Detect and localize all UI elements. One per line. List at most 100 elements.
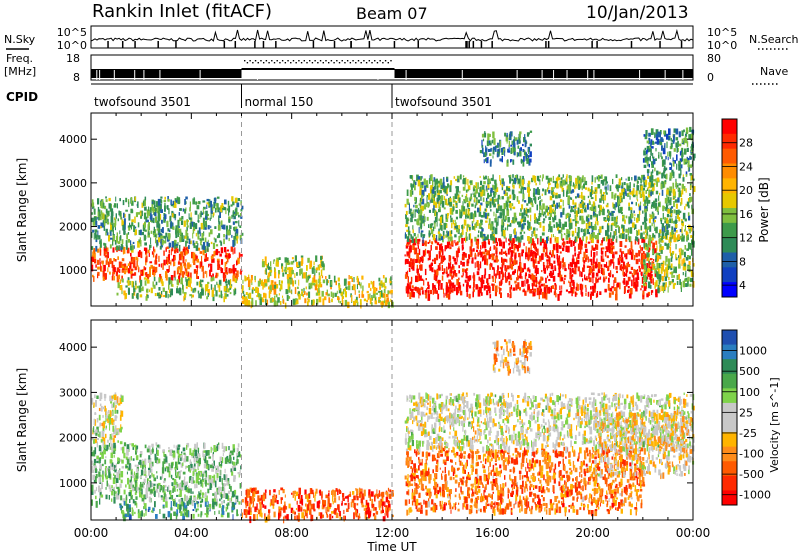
heatmap-cell — [511, 189, 515, 195]
heatmap-cell — [605, 182, 607, 186]
heatmap-cell — [204, 246, 207, 253]
heatmap-cell — [229, 225, 231, 231]
heatmap-cell — [512, 184, 515, 189]
heatmap-cell — [412, 229, 414, 234]
heatmap-cell — [494, 246, 497, 249]
heatmap-cell — [462, 261, 465, 267]
heatmap-cell — [206, 241, 209, 247]
heatmap-cell — [525, 272, 527, 277]
heatmap-cell — [641, 247, 644, 251]
heatmap-cell — [265, 298, 267, 305]
heatmap-cell — [317, 290, 321, 296]
heatmap-cell — [522, 268, 524, 273]
heatmap-cell — [581, 284, 584, 290]
heatmap-cell — [239, 235, 242, 241]
heatmap-cell — [645, 184, 647, 187]
heatmap-cell — [196, 255, 198, 261]
heatmap-cell — [439, 189, 442, 194]
heatmap-cell — [186, 249, 189, 254]
heatmap-cell — [535, 265, 538, 270]
heatmap-cell — [528, 241, 531, 244]
heatmap-cell — [453, 199, 456, 203]
heatmap-cell — [664, 143, 666, 150]
heatmap-cell — [681, 220, 684, 224]
heatmap-cell — [512, 261, 515, 266]
heatmap-cell — [585, 223, 588, 229]
heatmap-cell — [485, 220, 488, 223]
heatmap-cell — [524, 134, 526, 141]
heatmap-cell — [689, 283, 692, 287]
heatmap-cell — [192, 258, 195, 263]
heatmap-cell — [579, 215, 582, 221]
heatmap-cell — [148, 206, 150, 211]
heatmap-cell — [532, 284, 534, 291]
heatmap-cell — [670, 213, 673, 217]
heatmap-cell — [227, 200, 230, 208]
heatmap-cell — [447, 273, 450, 277]
heatmap-cell — [472, 192, 474, 195]
heatmap-cell — [661, 138, 664, 142]
heatmap-cell — [250, 301, 252, 309]
heatmap-cell — [214, 238, 217, 243]
heatmap-cell — [194, 223, 198, 230]
heatmap-cell — [461, 205, 463, 211]
heatmap-cell — [637, 214, 639, 221]
heatmap-cell — [167, 259, 170, 263]
heatmap-cell — [564, 268, 567, 272]
heatmap-cell — [670, 229, 674, 235]
heatmap-cell — [510, 239, 513, 243]
heatmap-cell — [441, 236, 444, 241]
heatmap-cell — [511, 140, 513, 145]
heatmap-cell — [183, 220, 186, 227]
heatmap-cell — [512, 174, 514, 178]
heatmap-cell — [523, 231, 526, 234]
heatmap-cell — [514, 177, 517, 184]
heatmap-cell — [187, 263, 189, 267]
heatmap-cell — [405, 217, 409, 225]
heatmap-cell — [530, 244, 532, 251]
heatmap-cell — [691, 226, 693, 232]
colorbar-tick-label: 20 — [739, 184, 753, 197]
heatmap-cell — [330, 291, 333, 297]
heatmap-cell — [98, 211, 101, 217]
heatmap-cell — [368, 283, 371, 288]
heatmap-cell — [234, 277, 237, 283]
heatmap-cell — [500, 292, 502, 298]
heatmap-cell — [455, 250, 458, 258]
heatmap-cell — [517, 269, 519, 276]
heatmap-cell — [527, 215, 529, 218]
heatmap-cell — [421, 189, 424, 197]
heatmap-cell — [629, 288, 633, 295]
heatmap-cell — [519, 287, 521, 291]
heatmap-cell — [477, 207, 480, 213]
heatmap-cell — [176, 268, 179, 275]
colorbar-swatch — [722, 148, 737, 164]
heatmap-cell — [171, 247, 174, 252]
heatmap-cell — [428, 193, 431, 200]
heatmap-cell — [644, 134, 648, 140]
heatmap-cell — [500, 267, 503, 275]
heatmap-cell — [486, 157, 489, 164]
heatmap-cell — [440, 183, 444, 189]
heatmap-cell — [196, 205, 200, 210]
heatmap-cell — [527, 254, 530, 260]
heatmap-cell — [609, 185, 612, 192]
heatmap-cell — [593, 207, 595, 213]
heatmap-cell — [320, 258, 323, 263]
heatmap-cell — [177, 225, 180, 231]
heatmap-cell — [430, 174, 433, 181]
heatmap-cell — [420, 205, 423, 210]
heatmap-cell — [320, 256, 322, 261]
heatmap-cell — [489, 263, 492, 267]
heatmap-cell — [616, 215, 618, 220]
heatmap-cell — [450, 230, 453, 234]
heatmap-cell — [369, 298, 372, 305]
heatmap-cell — [147, 232, 150, 238]
heatmap-cell — [275, 259, 278, 267]
heatmap-cell — [404, 254, 406, 257]
heatmap-cell — [450, 240, 454, 246]
heatmap-cell — [254, 275, 256, 281]
power-heatmap — [91, 113, 696, 309]
heatmap-cell — [186, 226, 188, 232]
